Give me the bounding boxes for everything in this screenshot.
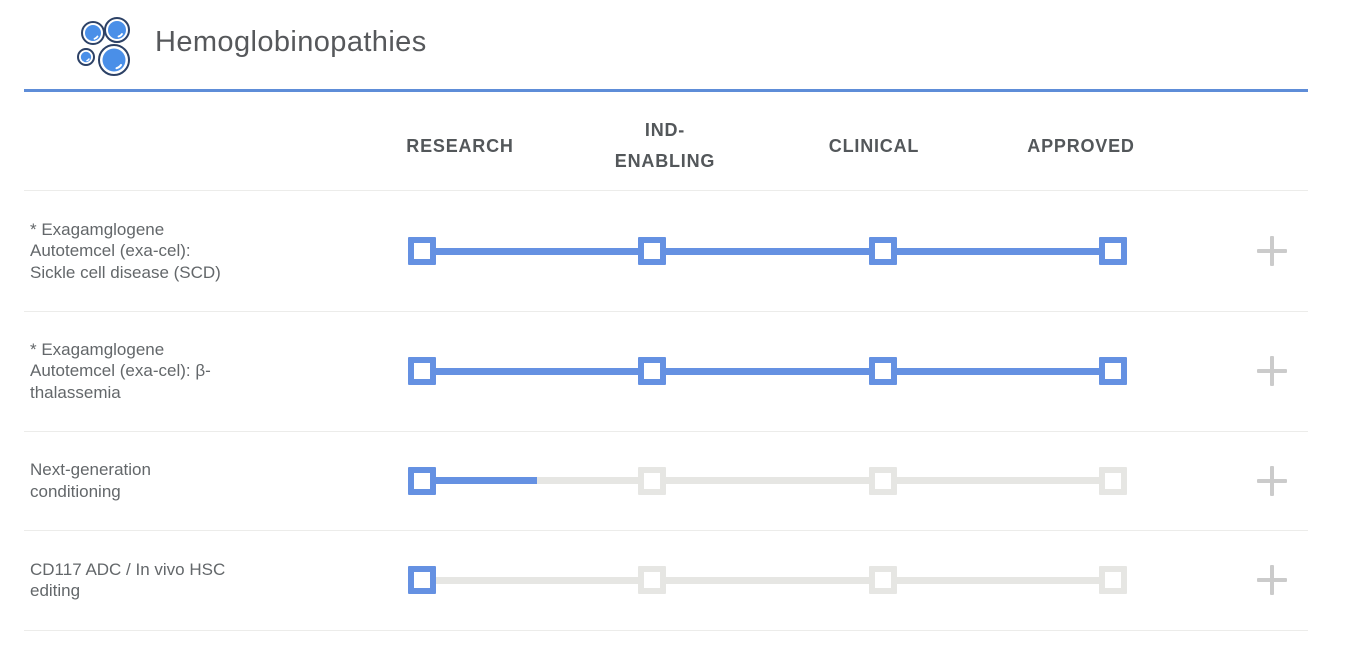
stage-marker-approved xyxy=(1099,357,1127,385)
program-label: Next-generation conditioning xyxy=(30,460,151,501)
expand-row-button[interactable] xyxy=(1257,236,1287,266)
column-header-clinical: CLINICAL xyxy=(828,135,920,156)
stage-marker-ind-enabling xyxy=(638,357,666,385)
stage-marker-clinical xyxy=(869,466,897,495)
stage-marker-research xyxy=(408,237,436,265)
program-label: * Exagamglogene Autotemcel (exa-cel): β-… xyxy=(30,340,211,402)
progress-track-fill xyxy=(422,477,537,484)
stage-marker-clinical xyxy=(869,237,897,265)
progress-track xyxy=(422,576,1113,584)
progress-track xyxy=(422,367,1113,375)
column-header-divider xyxy=(24,190,1308,191)
column-header-research: RESEARCH xyxy=(406,135,514,156)
stage-marker-research xyxy=(408,357,436,385)
column-header-approved: APPROVED xyxy=(1027,135,1135,156)
stage-marker-research xyxy=(408,566,436,594)
page-title: Hemoglobinopathies xyxy=(155,26,427,58)
pipeline-row: * Exagamglogene Autotemcel (exa-cel): β-… xyxy=(24,311,1308,432)
stage-marker-approved xyxy=(1099,237,1127,265)
progress-track xyxy=(422,247,1113,255)
stage-marker-ind-enabling xyxy=(638,566,666,594)
stage-marker-ind-enabling xyxy=(638,466,666,495)
program-label: * Exagamglogene Autotemcel (exa-cel): Si… xyxy=(30,220,221,282)
pipeline-row: * Exagamglogene Autotemcel (exa-cel): Si… xyxy=(24,191,1308,312)
progress-track xyxy=(422,477,1113,484)
expand-row-button[interactable] xyxy=(1257,356,1287,386)
stage-marker-clinical xyxy=(869,566,897,594)
stage-marker-approved xyxy=(1099,466,1127,495)
pipeline-row: Next-generation conditioning xyxy=(24,431,1308,531)
program-label: CD117 ADC / In vivo HSC editing xyxy=(30,559,226,600)
header-rule xyxy=(24,89,1308,92)
progress-track-fill xyxy=(422,367,1113,375)
progress-track-fill xyxy=(422,247,1113,255)
expand-row-button[interactable] xyxy=(1257,565,1287,595)
stage-marker-approved xyxy=(1099,566,1127,594)
stage-marker-ind-enabling xyxy=(638,237,666,265)
stage-marker-research xyxy=(408,466,436,495)
column-header-ind-enabling: IND-ENABLING xyxy=(614,120,716,171)
blood-cells-icon xyxy=(77,17,130,76)
pipeline-row: CD117 ADC / In vivo HSC editing xyxy=(24,530,1308,631)
expand-row-button[interactable] xyxy=(1257,465,1287,496)
stage-marker-clinical xyxy=(869,357,897,385)
